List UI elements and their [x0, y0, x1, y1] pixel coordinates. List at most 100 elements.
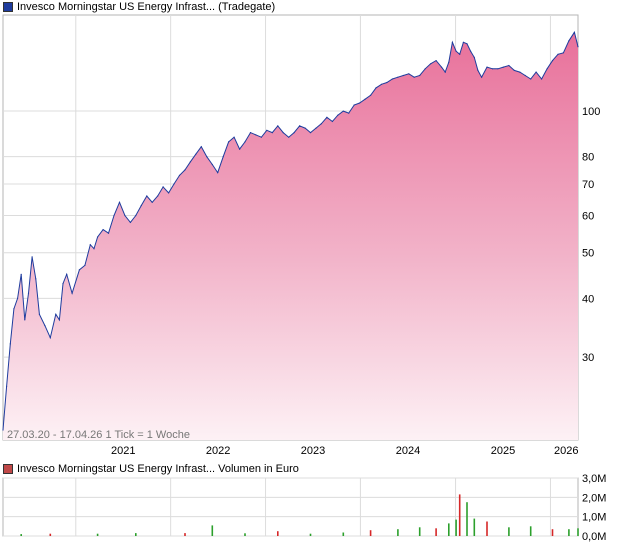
- price-point: [444, 71, 446, 73]
- price-points: [2, 31, 579, 431]
- volume-bar: [369, 530, 372, 536]
- x-tick-label: 2024: [396, 445, 420, 457]
- price-point: [9, 343, 11, 345]
- price-point: [107, 232, 110, 234]
- price-point: [413, 76, 415, 78]
- price-point: [277, 125, 279, 127]
- price-point: [470, 50, 472, 52]
- price-point: [118, 201, 121, 203]
- price-point: [271, 132, 273, 134]
- price-y-tick-label: 30: [582, 352, 594, 364]
- price-point: [530, 78, 532, 80]
- price-point: [288, 136, 290, 138]
- footer-range-label: 27.03.20 - 17.04.26 1 Tick = 1 Woche: [7, 429, 190, 441]
- price-point: [195, 153, 197, 155]
- price-point: [562, 52, 565, 54]
- volume-bar: [135, 533, 137, 536]
- volume-bar: [418, 527, 421, 536]
- price-point: [375, 87, 377, 89]
- price-point: [309, 132, 312, 134]
- price-area: [3, 32, 578, 441]
- price-point: [146, 195, 148, 197]
- price-point: [568, 40, 570, 42]
- price-point: [58, 319, 61, 321]
- price-point: [364, 98, 366, 100]
- volume-bar: [455, 519, 457, 536]
- price-point: [304, 127, 306, 129]
- price-point: [557, 53, 559, 55]
- volume-bar: [508, 527, 510, 536]
- price-point: [35, 278, 37, 280]
- price-point: [260, 136, 262, 138]
- price-point: [380, 83, 383, 85]
- price-point: [102, 229, 104, 231]
- volume-y-tick-label: 3,0M: [582, 473, 606, 485]
- price-point: [315, 127, 317, 129]
- price-point: [24, 319, 26, 321]
- price-point: [448, 61, 450, 63]
- price-point: [419, 74, 421, 77]
- volume-legend-swatch: [3, 464, 13, 474]
- price-point: [178, 174, 181, 176]
- volume-bar: [397, 529, 399, 536]
- price-point: [546, 68, 548, 70]
- price-point: [135, 214, 137, 217]
- price-point: [451, 41, 453, 43]
- price-point: [331, 120, 333, 123]
- price-point: [184, 169, 186, 171]
- x-axis: 2021 2022 2023 2024 2025 2026: [111, 445, 578, 457]
- price-point: [211, 163, 213, 166]
- price-point: [113, 214, 115, 217]
- volume-y-tick-label: 1,0M: [582, 512, 606, 524]
- price-legend-swatch: [3, 2, 13, 12]
- price-point: [342, 110, 344, 112]
- price-y-tick-label: 60: [582, 210, 594, 222]
- price-point: [299, 125, 301, 127]
- volume-bar: [342, 532, 345, 536]
- price-point: [466, 43, 468, 45]
- price-point: [513, 69, 515, 71]
- volume-bar: [20, 534, 22, 536]
- price-point: [326, 116, 328, 118]
- price-point: [524, 74, 526, 77]
- volume-panel: 0,0M 1,0M 2,0M 3,0M: [2, 473, 606, 543]
- volume-bar: [309, 533, 312, 536]
- volume-grid: [3, 477, 578, 537]
- price-point: [31, 256, 33, 258]
- price-point: [233, 136, 235, 138]
- price-point: [535, 71, 537, 73]
- price-point: [370, 94, 372, 96]
- price-point: [84, 264, 86, 266]
- price-point: [577, 46, 579, 48]
- price-point: [217, 172, 219, 174]
- price-point: [462, 41, 464, 43]
- volume-legend: Invesco Morningstar US Energy Infrast...…: [3, 462, 299, 476]
- price-point: [541, 78, 543, 80]
- price-point: [424, 68, 426, 70]
- price-point: [473, 56, 475, 59]
- price-point: [408, 73, 410, 75]
- price-point: [228, 141, 230, 143]
- price-point: [6, 385, 8, 387]
- price-point: [459, 53, 461, 55]
- volume-bar: [529, 526, 532, 536]
- price-point: [20, 273, 22, 275]
- volume-bar: [473, 518, 476, 536]
- price-point: [440, 66, 443, 68]
- price-point: [93, 248, 95, 250]
- volume-bar: [96, 533, 99, 536]
- price-point: [71, 292, 73, 294]
- price-point: [157, 195, 159, 197]
- volume-plot-frame: [2, 477, 579, 537]
- price-y-tick-label: 100: [582, 106, 600, 118]
- price-point: [239, 148, 241, 150]
- volume-bar: [551, 529, 554, 536]
- price-point: [244, 141, 246, 143]
- price-point: [508, 64, 510, 67]
- price-point: [124, 214, 126, 217]
- price-point: [97, 236, 99, 238]
- price-point: [348, 112, 350, 114]
- price-point: [337, 114, 339, 116]
- price-point: [173, 183, 175, 185]
